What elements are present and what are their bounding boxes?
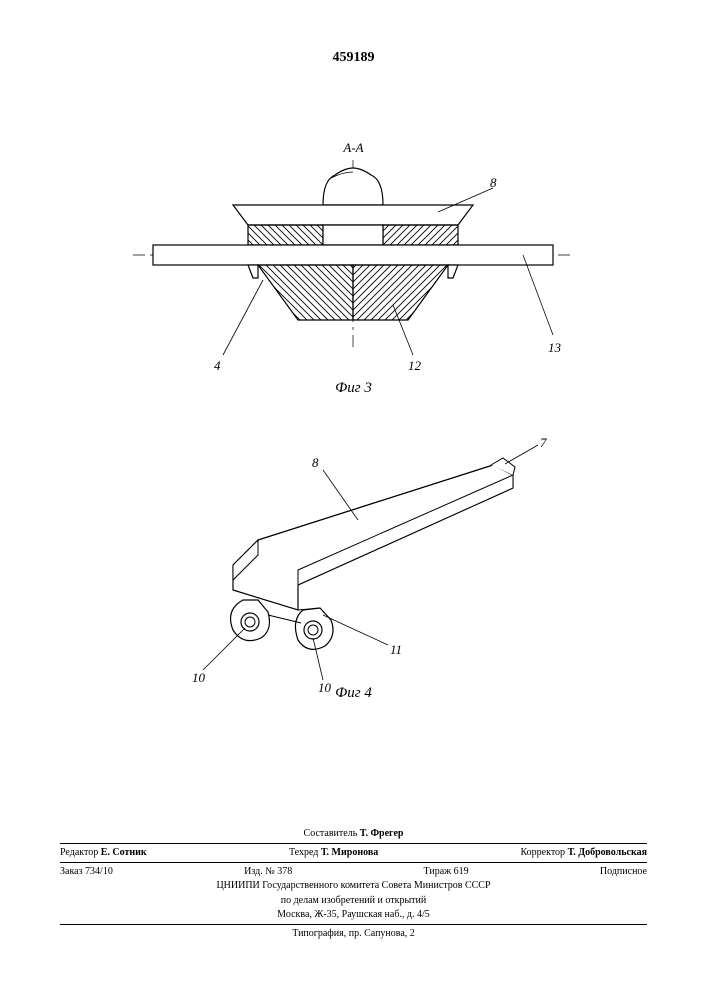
- techred-label: Техред: [289, 847, 318, 858]
- tirazh-label: Тираж: [424, 866, 452, 877]
- document-number: 459189: [0, 50, 707, 66]
- izd-value: 378: [277, 866, 292, 877]
- order-cell: Заказ 734/10: [60, 865, 113, 879]
- compiler-label: Составитель: [304, 828, 358, 839]
- rule-2: [60, 862, 647, 863]
- izd-label: Изд. №: [244, 866, 275, 877]
- corrector-name: Т. Добровольская: [568, 847, 647, 858]
- izd-cell: Изд. № 378: [244, 865, 292, 879]
- page: 459189 А-А: [0, 0, 707, 1000]
- editor-name: Е. Сотник: [101, 847, 147, 858]
- order-label: Заказ: [60, 866, 83, 877]
- callout-8: 8: [490, 175, 497, 191]
- typography-line: Типография, пр. Сапунова, 2: [60, 927, 647, 941]
- podpisnoe: Подписное: [600, 865, 647, 879]
- org-line-3: Москва, Ж-35, Раушская наб., д. 4/5: [60, 908, 647, 922]
- callout-13: 13: [548, 340, 561, 356]
- section-label: А-А: [0, 140, 707, 156]
- corrector-label: Корректор: [520, 847, 565, 858]
- corrector-cell: Корректор Т. Добровольская: [520, 846, 647, 860]
- figure-3-caption: Фиг 3: [0, 380, 707, 397]
- figure-4-caption: Фиг 4: [0, 685, 707, 702]
- callout-12: 12: [408, 358, 421, 374]
- callout-7: 7: [540, 435, 547, 451]
- tirazh-cell: Тираж 619: [424, 865, 469, 879]
- rule-3: [60, 924, 647, 925]
- callout-8b: 8: [312, 455, 319, 471]
- tirazh-value: 619: [454, 866, 469, 877]
- org-line-1: ЦНИИПИ Государственного комитета Совета …: [60, 879, 647, 893]
- colophon: Составитель Т. Фрегер Редактор Е. Сотник…: [60, 827, 647, 941]
- techred-name: Т. Миронова: [321, 847, 378, 858]
- techred-cell: Техред Т. Миронова: [289, 846, 378, 860]
- editor-label: Редактор: [60, 847, 98, 858]
- print-row: Заказ 734/10 Изд. № 378 Тираж 619 Подпис…: [60, 865, 647, 879]
- compiler-line: Составитель Т. Фрегер: [60, 827, 647, 841]
- editor-cell: Редактор Е. Сотник: [60, 846, 147, 860]
- order-value: 734/10: [85, 866, 113, 877]
- compiler-name: Т. Фрегер: [360, 828, 404, 839]
- callout-10a: 10: [192, 670, 205, 686]
- figure-3-drawing: [0, 140, 707, 400]
- figure-3: А-А: [0, 140, 707, 400]
- rule-1: [60, 843, 647, 844]
- callout-11: 11: [390, 642, 402, 658]
- credits-row: Редактор Е. Сотник Техред Т. Миронова Ко…: [60, 846, 647, 860]
- callout-4: 4: [214, 358, 221, 374]
- org-line-2: по делам изобретений и открытий: [60, 894, 647, 908]
